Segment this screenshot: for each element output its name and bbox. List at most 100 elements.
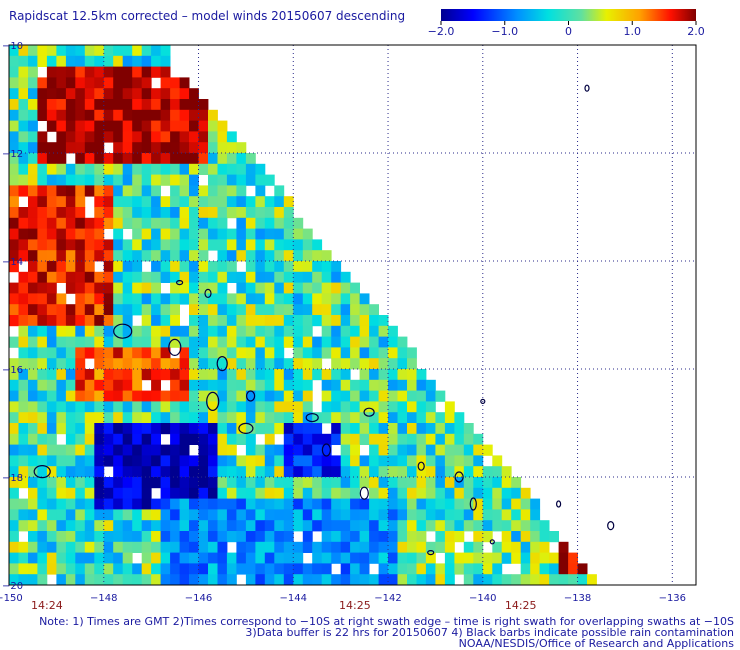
data-cell <box>75 390 86 402</box>
data-cell <box>378 498 389 510</box>
data-cell <box>141 433 152 445</box>
data-cell <box>84 455 95 467</box>
data-cell <box>208 142 218 154</box>
data-cell <box>369 541 379 553</box>
data-cell <box>122 574 133 585</box>
data-cell <box>255 552 266 564</box>
data-cell <box>264 541 275 553</box>
data-cell <box>312 574 323 585</box>
data-cell <box>293 369 304 381</box>
data-cell <box>208 444 218 456</box>
data-cell <box>46 390 57 402</box>
data-cell <box>141 120 152 132</box>
data-cell <box>122 304 133 316</box>
data-cell <box>302 315 313 327</box>
data-cell <box>226 142 237 154</box>
data-cell <box>28 293 38 305</box>
data-cell <box>245 153 256 165</box>
data-cell <box>226 153 237 165</box>
data-cell <box>141 541 152 553</box>
data-cell <box>302 520 313 532</box>
data-cell <box>245 509 256 521</box>
data-cell <box>65 66 76 78</box>
data-cell <box>340 541 351 553</box>
data-cell <box>264 433 275 445</box>
data-cell <box>141 574 152 585</box>
data-cell <box>492 520 503 532</box>
data-cell <box>65 520 76 532</box>
colorbar-tick-label: −1.0 <box>491 25 518 38</box>
data-cell <box>56 88 67 100</box>
data-cell <box>94 55 105 67</box>
rain-barb <box>607 520 615 531</box>
data-cell <box>463 552 474 564</box>
data-cell <box>160 487 171 499</box>
data-cell <box>236 455 247 467</box>
data-cell <box>170 239 180 251</box>
data-cell <box>56 45 67 57</box>
data-cell <box>331 304 342 316</box>
data-cell <box>75 423 86 435</box>
data-cell <box>46 185 57 197</box>
data-cell <box>94 45 105 57</box>
data-cell <box>435 390 446 402</box>
data-cell <box>122 196 133 208</box>
data-cell <box>37 315 48 327</box>
data-cell <box>454 563 465 575</box>
data-cell <box>274 401 285 413</box>
data-cell <box>255 163 266 175</box>
data-cell <box>340 423 351 435</box>
data-cell <box>360 585 370 596</box>
data-cell <box>245 358 256 370</box>
data-cell <box>56 358 67 370</box>
data-cell <box>350 433 360 445</box>
data-cell <box>407 455 417 467</box>
data-cell <box>28 466 38 478</box>
data-cell <box>236 563 247 575</box>
data-cell <box>84 433 95 445</box>
data-cell <box>198 520 209 532</box>
data-cell <box>245 304 256 316</box>
rain-barb <box>427 549 435 556</box>
data-cell <box>208 574 218 585</box>
data-cell <box>312 261 323 273</box>
data-cell <box>350 401 360 413</box>
data-cell <box>208 239 218 251</box>
data-cell <box>463 423 474 435</box>
data-cell <box>132 541 143 553</box>
data-cell <box>151 109 161 121</box>
data-cell <box>151 466 161 478</box>
data-cell <box>94 401 105 413</box>
data-cell <box>236 412 247 424</box>
rain-barb <box>489 539 495 545</box>
data-cell <box>340 271 351 283</box>
data-cell <box>160 574 171 585</box>
colorbar-ticks: −2.0 −1.0 0 1.0 2.0 <box>428 21 705 38</box>
rain-barb <box>113 323 133 339</box>
data-cell <box>56 390 67 402</box>
data-cell <box>463 444 474 456</box>
data-cell <box>56 77 67 89</box>
data-cell <box>359 531 370 543</box>
data-cell <box>530 531 541 543</box>
data-cell <box>132 531 143 543</box>
data-cell <box>255 325 266 337</box>
data-cell <box>492 563 503 575</box>
data-cell <box>160 477 171 489</box>
data-cell <box>122 282 133 294</box>
data-cell <box>160 45 171 57</box>
data-cell <box>198 120 209 132</box>
data-cell <box>56 466 67 478</box>
data-cell <box>160 88 171 100</box>
data-cell <box>122 293 133 305</box>
data-cell <box>9 412 19 424</box>
data-cell <box>208 293 218 305</box>
data-cell <box>46 293 57 305</box>
data-cell <box>369 347 379 359</box>
data-cell <box>217 358 228 370</box>
data-cell <box>75 487 86 499</box>
data-cell <box>283 217 294 229</box>
data-cell <box>274 552 285 564</box>
data-cell <box>151 325 161 337</box>
data-cell <box>340 325 351 337</box>
